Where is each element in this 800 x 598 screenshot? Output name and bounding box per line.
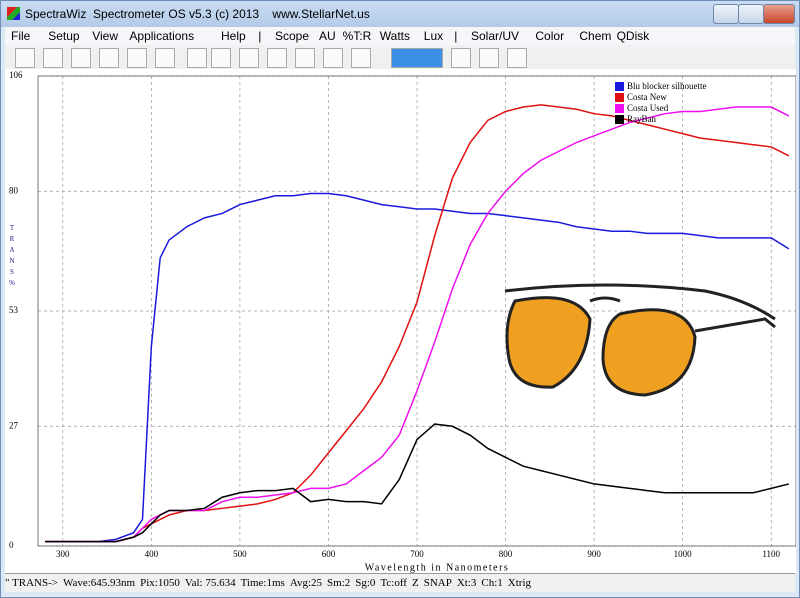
legend-label: Blu blocker silhouette: [627, 81, 706, 91]
chart: 0 27 53 80 106 300 400 500 600 700 800 900 1000 1100 W…: [5, 69, 796, 573]
status-item: Tc:off: [380, 577, 407, 589]
tool-button[interactable]: [99, 48, 119, 68]
tool-button[interactable]: [295, 48, 315, 68]
y-tick-label: 27: [9, 420, 19, 430]
status-item: Pix:1050: [140, 577, 180, 589]
series-line: [45, 106, 790, 543]
x-tick-label: 500: [233, 549, 247, 559]
status-item: Avg:25: [289, 577, 323, 589]
status-item: Time:1ms: [240, 577, 285, 589]
tool-button[interactable]: [187, 48, 207, 68]
menu-item[interactable]: Watts: [379, 29, 411, 43]
legend-label: RayBan: [627, 114, 656, 124]
y-tick-label: 0: [9, 540, 14, 550]
tool-button[interactable]: [323, 48, 343, 68]
menu-item[interactable]: Help: [221, 29, 246, 43]
x-tick-label: 800: [499, 549, 513, 559]
menu-item[interactable]: Chem: [579, 29, 612, 43]
x-tick-label: 400: [145, 549, 159, 559]
x-axis-title: Wavelength in Nanometers: [365, 562, 510, 573]
legend-swatch: [615, 115, 624, 124]
tool-button[interactable]: [211, 48, 231, 68]
legend-swatch: [615, 104, 624, 113]
app-icon: [7, 7, 20, 20]
title-bar: SpectraWiz Spectrometer OS v5.3 (c) 2013…: [1, 1, 799, 27]
status-bar: " TRANS-> Wave:645.93nm Pix:1050 Val: 75.63…: [5, 573, 795, 592]
toolbar: [5, 45, 795, 70]
tool-button[interactable]: [351, 48, 371, 68]
menu-item[interactable]: Scope: [275, 29, 310, 43]
status-item: Xtrig: [507, 577, 532, 589]
plot-frame: [37, 75, 796, 547]
legend-label: Costa New: [627, 92, 667, 102]
tool-button[interactable]: [479, 48, 499, 68]
status-item: Sg:0: [355, 577, 376, 589]
tool-button[interactable]: [71, 48, 91, 68]
tool-button[interactable]: [239, 48, 259, 68]
status-item: Z: [411, 577, 419, 589]
x-tick-label: 700: [410, 549, 424, 559]
color-swatch[interactable]: [391, 48, 443, 68]
x-tick-label: 300: [56, 549, 70, 559]
menu-item: |: [454, 29, 458, 43]
menu-item[interactable]: AU: [319, 29, 336, 43]
y-tick-label: 106: [9, 70, 23, 80]
x-tick-label: 1000: [674, 549, 693, 559]
menu-item: |: [258, 29, 262, 43]
status-item: Wave:645.93nm: [62, 577, 136, 589]
status-item: Xt:3: [456, 577, 477, 589]
tool-button[interactable]: [155, 48, 175, 68]
menu-item[interactable]: File: [11, 29, 31, 43]
menu-bar: File Setup View Applications Help | Scope AU %T:…: [5, 27, 795, 45]
series-line: [45, 192, 790, 543]
menu-item[interactable]: Applications: [129, 29, 195, 43]
menu-item[interactable]: Setup: [48, 29, 80, 43]
status-item: " TRANS->: [5, 577, 58, 589]
menu-item[interactable]: Solar/UV: [471, 29, 520, 43]
minimize-button[interactable]: [713, 4, 739, 24]
menu-item[interactable]: QDisk: [616, 29, 650, 43]
status-item: SNAP: [423, 577, 452, 589]
series-line: [45, 423, 790, 543]
legend-label: Costa Used: [627, 103, 669, 113]
status-item: Val: 75.634: [184, 577, 236, 589]
tool-button[interactable]: [507, 48, 527, 68]
x-tick-label: 900: [587, 549, 601, 559]
legend-swatch: [615, 93, 624, 102]
tool-button[interactable]: [15, 48, 35, 68]
x-tick-label: 600: [322, 549, 336, 559]
tool-button[interactable]: [451, 48, 471, 68]
tool-button[interactable]: [127, 48, 147, 68]
tool-button[interactable]: [43, 48, 63, 68]
window-title: SpectraWiz Spectrometer OS v5.3 (c) 2013…: [25, 7, 370, 21]
menu-item[interactable]: View: [92, 29, 118, 43]
y-tick-label: 80: [9, 185, 19, 195]
maximize-button[interactable]: [738, 4, 764, 24]
status-item: Sm:2: [327, 577, 351, 589]
menu-item[interactable]: Color: [535, 29, 565, 43]
tool-button[interactable]: [267, 48, 287, 68]
y-tick-label: 53: [9, 305, 19, 315]
close-button[interactable]: [763, 4, 795, 24]
series-line: [45, 104, 790, 543]
status-item: Ch:1: [481, 577, 503, 589]
menu-item[interactable]: Lux: [423, 29, 444, 43]
sunglasses-photo: [504, 283, 776, 397]
x-tick-label: 1100: [762, 549, 780, 559]
y-axis-title: TRANS%: [8, 224, 16, 290]
menu-item[interactable]: %T:R: [342, 29, 372, 43]
legend-swatch: [615, 82, 624, 91]
